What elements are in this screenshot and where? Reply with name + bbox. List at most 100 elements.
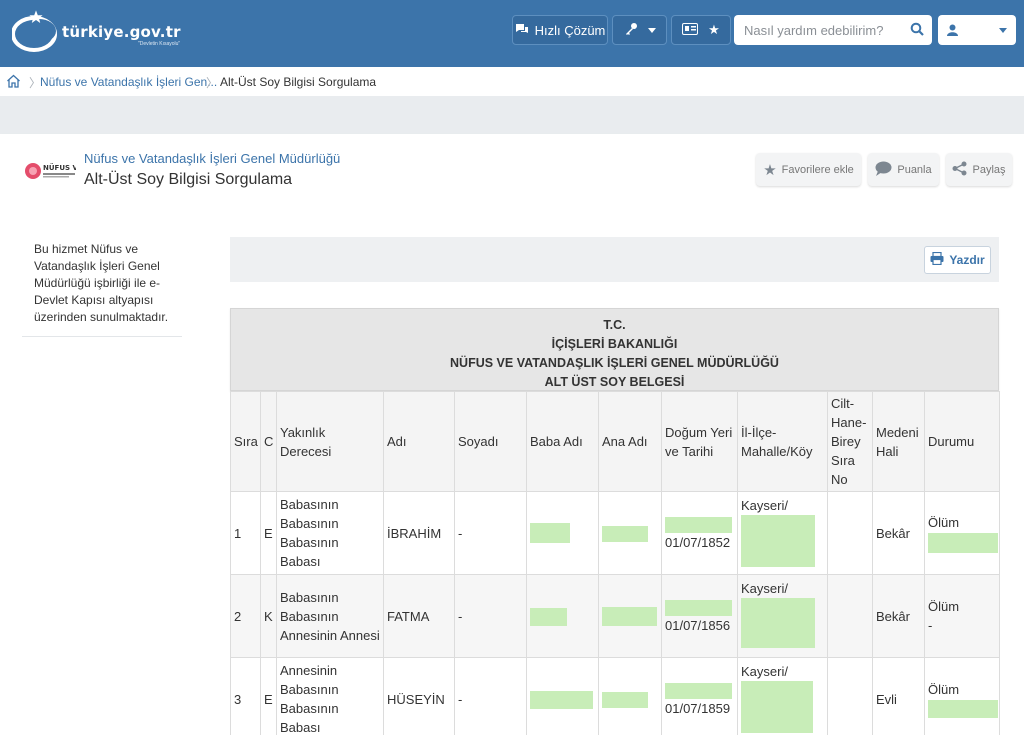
column-header: Yakınlık Derecesi — [276, 391, 384, 492]
lineage-table: Sıra C Yakınlık Derecesi Adı Soyadı Baba… — [230, 391, 1000, 735]
chat-icon — [515, 23, 529, 38]
quick-solution-button[interactable]: Hızlı Çözüm — [512, 15, 608, 45]
surname-cell: - — [454, 491, 527, 575]
nvi-logo: NÜFUS VE — [25, 163, 76, 179]
column-header: Medeni Hali — [872, 391, 925, 492]
relation-cell: Babasının Babasının Babasının Babası — [276, 491, 384, 575]
redacted-block — [602, 526, 648, 543]
heading-line: T.C. — [603, 318, 626, 332]
key-menu-button[interactable] — [612, 15, 667, 45]
relation-cell: Annesinin Babasının Babasının Babası — [276, 657, 384, 735]
service-header: NÜFUS VE Nüfus ve Vatandaşlık İşleri Gen… — [0, 134, 1024, 205]
location-cell: Kayseri/ — [737, 574, 828, 658]
heading-line: ALT ÜST SOY BELGESİ — [544, 375, 685, 389]
speech-bubble-icon — [875, 161, 892, 179]
status-text: Ölüm — [928, 599, 960, 614]
surname-cell: - — [454, 657, 527, 735]
print-button[interactable]: Yazdır — [924, 246, 991, 274]
printer-icon — [930, 251, 944, 268]
divider — [22, 336, 182, 337]
service-info-text: Bu hizmet Nüfus ve Vatandaşlık İşleri Ge… — [34, 242, 169, 324]
gender-cell: E — [260, 657, 277, 735]
breadcrumb-parent-link[interactable]: Nüfus ve Vatandaşlık İşleri Gen... — [40, 75, 218, 89]
location-text: Kayseri/ — [741, 498, 788, 513]
share-button[interactable]: Paylaş — [946, 153, 1012, 186]
heading-line: İÇİŞLERİ BAKANLIĞI — [551, 337, 678, 351]
marital-cell: Bekâr — [872, 491, 925, 575]
name-cell: İBRAHİM — [383, 491, 455, 575]
name-cell: HÜSEYİN — [383, 657, 455, 735]
father-name-cell — [526, 574, 599, 658]
redacted-block — [530, 607, 567, 626]
rate-button[interactable]: Puanla — [868, 153, 939, 186]
register-no-cell — [827, 657, 873, 735]
redacted-block — [602, 692, 648, 709]
surname-cell: - — [454, 574, 527, 658]
print-label: Yazdır — [949, 253, 985, 267]
key-icon — [624, 22, 638, 39]
location-cell: Kayseri/ — [737, 657, 828, 735]
gender-cell: K — [260, 574, 277, 658]
add-favorite-label: Favorilere ekle — [781, 163, 854, 176]
row-index: 1 — [230, 491, 261, 575]
marital-cell: Bekâr — [872, 574, 925, 658]
breadcrumb-current: Alt-Üst Soy Bilgisi Sorgulama — [220, 75, 377, 89]
gender-cell: E — [260, 491, 277, 575]
user-menu-button[interactable] — [938, 15, 1016, 45]
status-cell: Ölüm — [924, 657, 1000, 735]
column-header: Adı — [383, 391, 455, 492]
birth-date: 01/07/1856 — [665, 618, 731, 633]
birth-date: 01/07/1852 — [665, 535, 731, 550]
column-header: İl-İlçe-Mahalle/Köy — [737, 391, 828, 492]
status-text: Ölüm — [928, 681, 960, 697]
birth-cell: 01/07/1856 — [661, 574, 738, 658]
table-row: 2 K Babasının Babasının Annesinin Annesi… — [230, 574, 1000, 658]
search-icon[interactable] — [910, 22, 924, 41]
crescent-star-icon — [12, 10, 57, 52]
birth-cell: 01/07/1859 — [661, 657, 738, 735]
redacted-block — [530, 523, 570, 544]
relation-cell: Babasının Babasının Annesinin Annesi — [276, 574, 384, 658]
column-header: C — [260, 391, 277, 492]
star-icon: ★ — [708, 22, 720, 37]
birth-cell: 01/07/1852 — [661, 491, 738, 575]
share-icon — [952, 161, 967, 179]
table-header-row: Sıra C Yakınlık Derecesi Adı Soyadı Baba… — [230, 391, 1000, 492]
left-sidebar: Bu hizmet Nüfus ve Vatandaşlık İşleri Ge… — [0, 205, 204, 735]
birth-date: 01/07/1859 — [665, 701, 731, 716]
home-icon[interactable] — [6, 74, 21, 91]
rate-label: Puanla — [897, 163, 932, 176]
document-toolbar: Yazdır — [230, 237, 999, 282]
add-favorite-button[interactable]: ★ Favorilere ekle — [756, 153, 861, 186]
redacted-block — [530, 690, 593, 709]
redacted-block — [928, 700, 998, 719]
turkiye-gov-logo[interactable]: türkiye.gov.tr "Devletin Kısayolu" — [12, 10, 180, 54]
column-header: Cilt-Hane-Birey Sıra No — [827, 391, 873, 492]
chevron-right-icon: 〉 — [29, 76, 42, 90]
redacted-block — [741, 681, 813, 733]
redacted-block — [665, 599, 732, 616]
breadcrumb: 〉 Nüfus ve Vatandaşlık İşleri Gen... 〉 A… — [0, 67, 1024, 96]
location-text: Kayseri/ — [741, 664, 788, 679]
row-index: 2 — [230, 574, 261, 658]
father-name-cell — [526, 491, 599, 575]
redacted-block — [665, 682, 732, 699]
redacted-block — [665, 516, 732, 533]
mother-name-cell — [598, 574, 662, 658]
service-parent-org[interactable]: Nüfus ve Vatandaşlık İşleri Genel Müdürl… — [84, 151, 341, 166]
table-row: 3 E Annesinin Babasının Babasının Babası… — [230, 657, 1000, 735]
chevron-right-icon: 〉 — [206, 76, 219, 90]
id-favorites-button[interactable]: ★ — [671, 15, 731, 45]
location-text: Kayseri/ — [741, 581, 788, 596]
father-name-cell — [526, 657, 599, 735]
heading-line: NÜFUS VE VATANDAŞLIK İŞLERİ GENEL MÜDÜRL… — [450, 356, 779, 370]
logo-text: türkiye.gov.tr — [62, 23, 181, 41]
column-header: Doğum Yeri ve Tarihi — [661, 391, 738, 492]
share-label: Paylaş — [972, 163, 1006, 176]
redacted-block — [741, 598, 815, 648]
search-input[interactable] — [734, 22, 904, 38]
search-box — [734, 15, 932, 45]
svg-text:NÜFUS VE: NÜFUS VE — [43, 163, 76, 172]
lineage-document: T.C. İÇİŞLERİ BAKANLIĞI NÜFUS VE VATANDA… — [230, 308, 1000, 735]
mother-name-cell — [598, 491, 662, 575]
